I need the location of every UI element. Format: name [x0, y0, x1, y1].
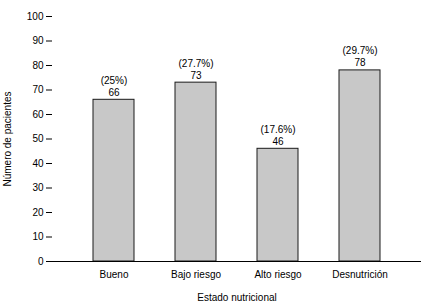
svg-text:Estado nutricional: Estado nutricional [197, 292, 277, 303]
svg-text:Bajo riesgo: Bajo riesgo [171, 269, 221, 280]
svg-text:Número de pacientes: Número de pacientes [2, 91, 13, 186]
svg-text:40: 40 [32, 158, 44, 169]
svg-text:20: 20 [32, 207, 44, 218]
svg-text:50: 50 [32, 133, 44, 144]
svg-text:Desnutrición: Desnutrición [332, 269, 388, 280]
svg-text:90: 90 [32, 35, 44, 46]
svg-text:78: 78 [354, 57, 366, 68]
svg-text:(25%): (25%) [101, 75, 128, 86]
svg-text:100: 100 [27, 11, 44, 22]
svg-text:Bueno: Bueno [100, 269, 129, 280]
svg-text:10: 10 [32, 231, 44, 242]
svg-text:Alto riesgo: Alto riesgo [254, 269, 302, 280]
svg-text:46: 46 [272, 136, 284, 147]
svg-text:66: 66 [108, 87, 120, 98]
svg-text:0: 0 [38, 256, 44, 267]
svg-text:73: 73 [190, 70, 202, 81]
svg-text:60: 60 [32, 109, 44, 120]
svg-text:(17.6%): (17.6%) [260, 124, 295, 135]
svg-text:(27.7%): (27.7%) [178, 58, 213, 69]
svg-text:(29.7%): (29.7%) [342, 45, 377, 56]
svg-text:70: 70 [32, 84, 44, 95]
svg-text:30: 30 [32, 182, 44, 193]
svg-text:80: 80 [32, 60, 44, 71]
